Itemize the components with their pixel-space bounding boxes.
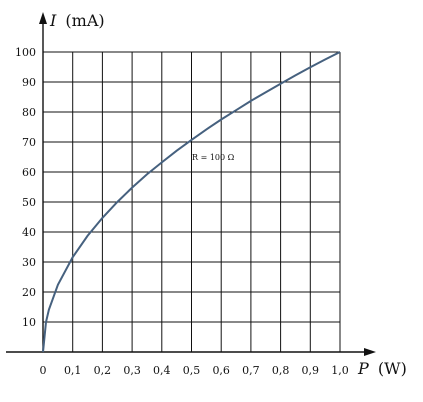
y-tick-label: 20 — [22, 286, 36, 299]
x-tick-label: 0 — [40, 364, 47, 377]
y-axis-unit: mA — [72, 11, 99, 30]
x-tick-label: 0,6 — [212, 364, 230, 377]
y-axis-symbol: I — [49, 11, 57, 30]
x-axis-open-paren: ( — [378, 359, 384, 378]
x-tick-labels: 0 0,1 0,2 0,3 0,4 0,5 0,6 0,7 0,8 0,9 1,0 — [40, 364, 349, 377]
x-axis-symbol: P — [357, 359, 369, 378]
x-axis-close-paren: ) — [401, 359, 407, 378]
x-axis-arrow — [364, 348, 376, 356]
x-tick-label: 0,9 — [302, 364, 320, 377]
y-tick-label: 90 — [22, 76, 36, 89]
x-tick-label: 0,1 — [64, 364, 82, 377]
y-axis-open-paren: ( — [65, 11, 71, 30]
x-tick-label: 0,4 — [153, 364, 171, 377]
y-axis-close-paren: ) — [98, 11, 104, 30]
x-tick-label: 0,7 — [242, 364, 260, 377]
y-tick-label: 80 — [22, 106, 36, 119]
y-tick-label: 70 — [22, 136, 36, 149]
horizontal-gridlines — [43, 51, 340, 323]
x-tick-label: 0,2 — [94, 364, 112, 377]
x-tick-label: 1,0 — [331, 364, 349, 377]
y-tick-label: 100 — [15, 46, 36, 59]
y-tick-label: 30 — [22, 256, 36, 269]
y-tick-label: 10 — [22, 316, 36, 329]
y-tick-labels: 10 20 30 40 50 60 70 80 90 100 — [15, 46, 36, 329]
x-tick-label: 0,8 — [272, 364, 290, 377]
x-axis-name: P (W) — [357, 359, 407, 378]
x-axis-unit: W — [384, 359, 401, 378]
x-tick-label: 0,5 — [183, 364, 201, 377]
curve-annotation: R = 100 Ω — [192, 153, 235, 162]
series-line-r100 — [42, 51, 341, 353]
y-tick-label: 60 — [22, 166, 36, 179]
y-tick-label: 40 — [22, 226, 36, 239]
y-axis-name: I (mA) — [49, 11, 105, 30]
y-tick-label: 50 — [22, 196, 36, 209]
x-tick-label: 0,3 — [123, 364, 141, 377]
y-axis-arrow — [39, 12, 47, 24]
